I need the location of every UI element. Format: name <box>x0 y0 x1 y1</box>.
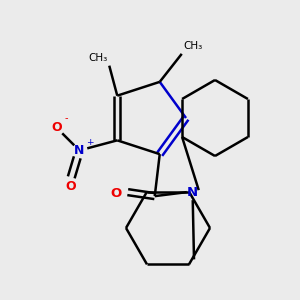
Text: CH₃: CH₃ <box>184 41 203 51</box>
Text: N: N <box>74 144 84 157</box>
Text: +: + <box>86 138 94 147</box>
Text: O: O <box>65 180 76 193</box>
Text: O: O <box>51 121 62 134</box>
Text: -: - <box>64 113 68 123</box>
Text: O: O <box>110 187 122 200</box>
Text: CH₃: CH₃ <box>88 53 107 63</box>
Text: N: N <box>187 186 198 199</box>
